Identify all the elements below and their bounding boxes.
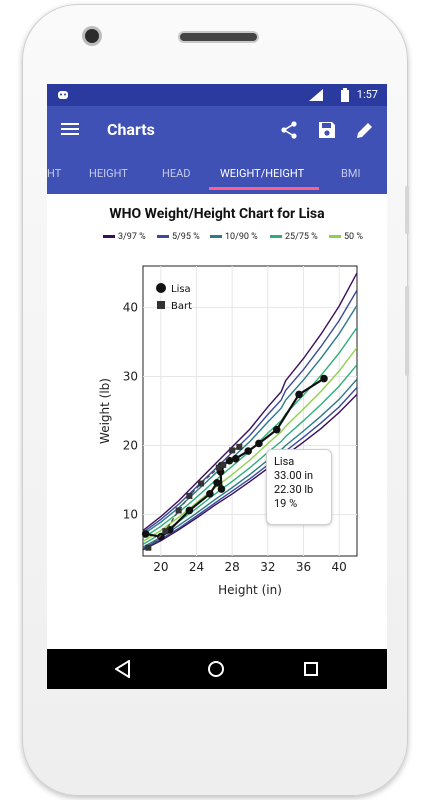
battery-icon [341, 88, 349, 105]
percentile-curve-p97 [143, 272, 357, 532]
tab-head[interactable]: HEAD [162, 167, 191, 180]
x-tick-label: 40 [332, 560, 347, 574]
x-axis-label: Height (in) [218, 583, 282, 597]
android-debug-icon [57, 88, 69, 103]
percentile-curve-p5 [143, 387, 357, 550]
legend-label: 5/95 % [172, 232, 200, 242]
series-line-bart [147, 446, 240, 549]
status-bar: 1:57 [47, 84, 387, 106]
legend-item-3-97: 3/97 % [103, 232, 146, 242]
y-tick-label: 10 [123, 508, 138, 522]
legend-marker-bart [157, 301, 165, 309]
legend-label-bart: Bart [171, 301, 192, 312]
tooltip-weight: 22.30 lb [274, 483, 314, 496]
tooltip-height: 33.00 in [274, 469, 314, 482]
data-point-bart [186, 492, 193, 499]
y-tick-label: 30 [123, 369, 138, 383]
volume-button [405, 286, 409, 376]
legend-item-10-90: 10/90 % [210, 232, 258, 242]
chart-panel: WHO Weight/Height Chart for Lisa 3/97 % … [47, 194, 387, 649]
data-point-bart [236, 443, 243, 450]
recents-icon[interactable] [303, 661, 319, 681]
data-point-lisa [217, 485, 226, 493]
percentile-curve-p10 [143, 378, 357, 548]
y-tick-label: 40 [123, 300, 138, 314]
percentile-curve-p90 [143, 305, 357, 536]
tab-weight-partial[interactable]: HT [47, 167, 62, 180]
data-point-bart [220, 461, 227, 468]
y-tick-label: 20 [123, 439, 138, 453]
data-point-lisa [255, 439, 263, 448]
legend-label: 50 % [344, 232, 363, 242]
data-point-lisa [185, 506, 194, 515]
percentile-curve-p50 [143, 347, 357, 543]
tooltip-name: Lisa [274, 455, 295, 468]
data-point-bart [145, 544, 152, 551]
status-time: 1:57 [356, 88, 378, 101]
legend-item-5-95: 5/95 % [157, 232, 200, 242]
data-point-lisa [231, 454, 240, 463]
tab-height[interactable]: HEIGHT [89, 167, 128, 180]
legend-item-25-75: 25/75 % [270, 232, 318, 242]
y-axis-label: Weight (lb) [98, 378, 112, 444]
data-point-bart [215, 464, 222, 471]
data-point-lisa [320, 374, 328, 383]
legend-label: 10/90 % [225, 232, 258, 242]
data-point-lisa [141, 530, 150, 538]
percentile-curve-p3 [143, 393, 357, 551]
percentile-curve-p95 [143, 289, 357, 534]
back-icon[interactable] [114, 659, 131, 682]
data-point-lisa [244, 447, 253, 455]
data-point-tooltip: Lisa 33.00 in 22.30 lb 19 % [266, 449, 332, 525]
power-button [405, 186, 409, 234]
tab-weight-height[interactable]: WEIGHT/HEIGHT [220, 167, 305, 180]
chart-title: WHO Weight/Height Chart for Lisa [109, 206, 325, 222]
home-icon[interactable] [207, 660, 225, 682]
data-point-bart [229, 447, 236, 454]
legend-label: 3/97 % [118, 232, 146, 242]
data-point-lisa [206, 490, 214, 498]
screen: 1:57 Charts HT HEIGHT HEAD WEIGHT/HEIGHT… [47, 84, 387, 689]
x-tick-label: 36 [296, 560, 311, 574]
active-tab-indicator [209, 187, 319, 190]
front-camera [85, 29, 99, 43]
legend-item-50: 50 % [329, 232, 363, 242]
legend-marker-lisa [156, 283, 166, 293]
legend-label: 25/75 % [285, 232, 318, 242]
tab-bmi[interactable]: BMI [341, 167, 361, 180]
share-icon[interactable] [277, 118, 301, 142]
navigation-bar [47, 649, 387, 689]
data-point-lisa [272, 425, 281, 434]
data-point-lisa [213, 479, 221, 487]
data-point-bart [162, 528, 169, 535]
x-tick-label: 20 [153, 560, 168, 574]
app-bar: Charts [47, 106, 387, 154]
menu-icon[interactable] [61, 120, 79, 140]
legend-label-lisa: Lisa [171, 284, 191, 295]
data-point-bart [175, 507, 182, 514]
x-tick-label: 28 [225, 560, 240, 574]
data-point-lisa [295, 390, 303, 399]
page-title: Charts [107, 120, 155, 139]
save-icon[interactable] [315, 118, 339, 142]
edit-icon[interactable] [353, 118, 377, 142]
weight-height-chart[interactable]: 20 24 28 32 36 40 10 20 30 40 Height (in) Weight (l… [95, 254, 361, 599]
tooltip-percentile: 19 % [274, 497, 298, 510]
data-point-lisa [157, 532, 165, 541]
lte-signal-icon [309, 89, 323, 104]
data-point-bart [197, 480, 204, 487]
earpiece-speaker [180, 33, 257, 41]
x-tick-label: 24 [189, 560, 204, 574]
x-tick-label: 32 [260, 560, 275, 574]
